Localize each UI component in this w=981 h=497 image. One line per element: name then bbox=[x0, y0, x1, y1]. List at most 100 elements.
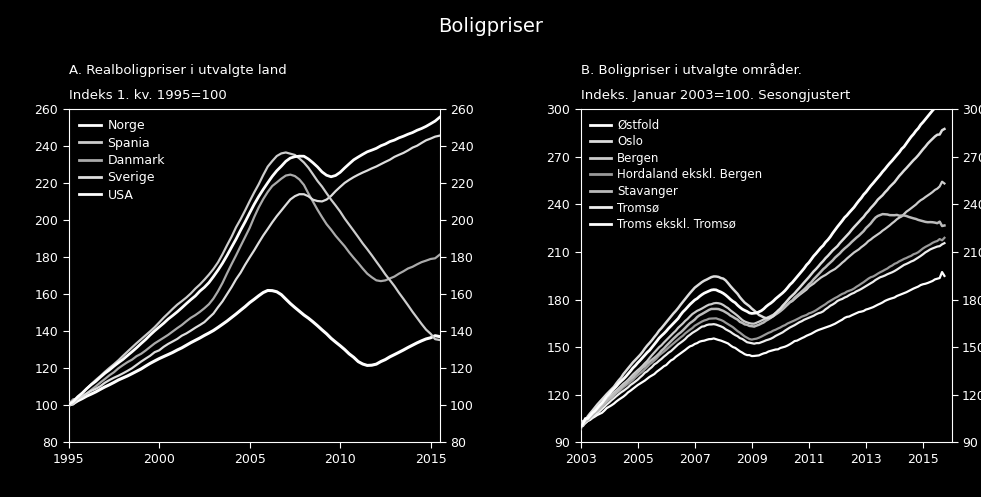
Stavanger bbox=[872, 213, 884, 219]
Stavanger bbox=[877, 211, 889, 217]
Tromsø bbox=[577, 423, 589, 429]
Danmark bbox=[434, 252, 445, 258]
Spania bbox=[63, 403, 75, 409]
Danmark bbox=[139, 347, 151, 353]
USA bbox=[289, 305, 301, 311]
Danmark bbox=[289, 173, 301, 179]
Tromsø bbox=[849, 290, 860, 296]
Norge bbox=[117, 356, 129, 362]
Norge bbox=[330, 172, 341, 178]
Bergen bbox=[700, 303, 712, 309]
Spania bbox=[139, 332, 151, 338]
Hordaland ekskl. Bergen bbox=[846, 287, 857, 293]
Østfold bbox=[872, 174, 884, 180]
Danmark bbox=[357, 265, 369, 271]
Text: Indeks 1. kv. 1995=100: Indeks 1. kv. 1995=100 bbox=[69, 89, 227, 102]
Oslo bbox=[872, 197, 884, 203]
Danmark bbox=[63, 401, 75, 407]
USA bbox=[63, 402, 75, 408]
Østfold bbox=[700, 289, 712, 295]
Sverige bbox=[352, 172, 364, 178]
Oslo bbox=[846, 227, 857, 233]
Spania bbox=[335, 209, 346, 215]
Stavanger bbox=[889, 212, 901, 218]
Spania bbox=[357, 241, 369, 247]
Text: B. Boligpriser i utvalgte områder.: B. Boligpriser i utvalgte områder. bbox=[581, 63, 801, 77]
Hordaland ekskl. Bergen bbox=[886, 262, 898, 268]
Legend: Norge, Spania, Danmark, Sverige, USA: Norge, Spania, Danmark, Sverige, USA bbox=[75, 116, 169, 206]
Tromsø bbox=[889, 268, 901, 274]
Sverige bbox=[434, 133, 445, 139]
Troms ekskl. Tromsø bbox=[700, 337, 712, 343]
Text: A. Realboligpriser i utvalgte land: A. Realboligpriser i utvalgte land bbox=[69, 64, 286, 77]
Spania bbox=[289, 152, 301, 158]
Sverige bbox=[63, 402, 75, 408]
Line: USA: USA bbox=[69, 290, 439, 405]
Hordaland ekskl. Bergen bbox=[939, 235, 951, 241]
Oslo bbox=[575, 424, 587, 430]
Spania bbox=[280, 150, 291, 156]
Danmark bbox=[335, 238, 346, 244]
Bergen bbox=[575, 422, 587, 428]
Norge bbox=[284, 155, 296, 161]
Danmark bbox=[85, 387, 97, 393]
Troms ekskl. Tromsø bbox=[886, 295, 898, 301]
Line: Tromsø: Tromsø bbox=[581, 243, 945, 426]
USA bbox=[139, 363, 151, 369]
Oslo bbox=[805, 271, 817, 277]
Text: Indeks. Januar 2003=100. Sesongjustert: Indeks. Januar 2003=100. Sesongjustert bbox=[581, 89, 850, 102]
Bergen bbox=[703, 302, 715, 308]
Østfold bbox=[886, 158, 898, 164]
Hordaland ekskl. Bergen bbox=[700, 317, 712, 323]
Troms ekskl. Tromsø bbox=[872, 302, 884, 308]
Bergen bbox=[805, 282, 817, 288]
Østfold bbox=[703, 288, 715, 294]
Tromsø bbox=[874, 274, 886, 280]
Line: Spania: Spania bbox=[69, 153, 439, 406]
Stavanger bbox=[575, 426, 587, 432]
Legend: Østfold, Oslo, Bergen, Hordaland ekskl. Bergen, Stavanger, Tromsø, Troms ekskl. : Østfold, Oslo, Bergen, Hordaland ekskl. … bbox=[587, 115, 766, 235]
Bergen bbox=[886, 220, 898, 226]
USA bbox=[434, 333, 445, 339]
Sverige bbox=[139, 356, 151, 362]
Bergen bbox=[939, 180, 951, 186]
Sverige bbox=[330, 188, 341, 194]
Bergen bbox=[846, 251, 857, 257]
Stavanger bbox=[700, 308, 712, 314]
Østfold bbox=[846, 207, 857, 213]
Norge bbox=[434, 114, 445, 120]
Danmark bbox=[117, 362, 129, 368]
Spania bbox=[117, 353, 129, 359]
Oslo bbox=[703, 275, 715, 281]
Hordaland ekskl. Bergen bbox=[575, 423, 587, 429]
Stavanger bbox=[805, 279, 817, 285]
Line: Bergen: Bergen bbox=[581, 182, 945, 425]
Danmark bbox=[284, 171, 296, 177]
Sverige bbox=[284, 196, 296, 202]
Line: Oslo: Oslo bbox=[581, 129, 945, 427]
Norge bbox=[63, 402, 75, 408]
Troms ekskl. Tromsø bbox=[939, 273, 951, 279]
Sverige bbox=[117, 370, 129, 376]
Line: Danmark: Danmark bbox=[69, 174, 439, 404]
Line: Stavanger: Stavanger bbox=[581, 214, 945, 429]
Hordaland ekskl. Bergen bbox=[703, 316, 715, 322]
USA bbox=[335, 343, 346, 349]
Hordaland ekskl. Bergen bbox=[872, 271, 884, 277]
Text: Boligpriser: Boligpriser bbox=[438, 17, 543, 36]
Oslo bbox=[886, 181, 898, 187]
Østfold bbox=[805, 256, 817, 262]
Troms ekskl. Tromsø bbox=[703, 336, 715, 342]
Norge bbox=[352, 154, 364, 160]
Troms ekskl. Tromsø bbox=[575, 423, 587, 429]
Norge bbox=[85, 382, 97, 388]
Line: Hordaland ekskl. Bergen: Hordaland ekskl. Bergen bbox=[581, 238, 945, 426]
Oslo bbox=[700, 277, 712, 283]
Stavanger bbox=[939, 223, 951, 229]
Spania bbox=[434, 337, 445, 343]
Tromsø bbox=[575, 422, 587, 428]
Tromsø bbox=[703, 322, 715, 328]
Norge bbox=[139, 336, 151, 342]
Østfold bbox=[575, 424, 587, 430]
Hordaland ekskl. Bergen bbox=[805, 310, 817, 316]
